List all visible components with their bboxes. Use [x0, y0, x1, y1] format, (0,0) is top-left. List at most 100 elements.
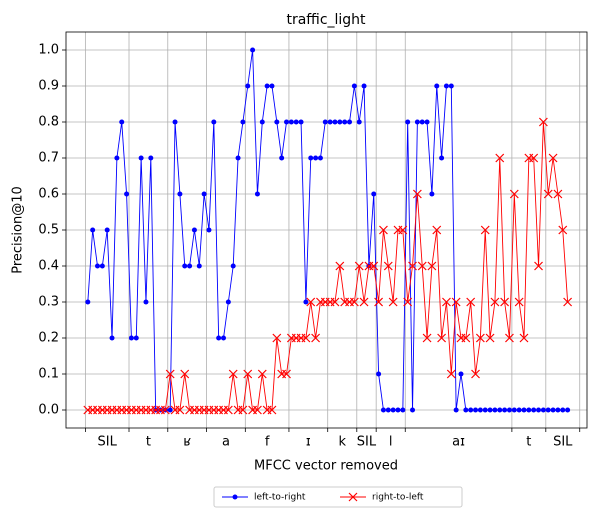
point: [303, 299, 309, 305]
point: [380, 407, 386, 413]
point: [109, 335, 115, 341]
point: [442, 297, 451, 307]
point: [414, 119, 420, 125]
point: [240, 119, 246, 125]
point: [327, 119, 333, 125]
point: [175, 405, 185, 415]
point: [182, 263, 188, 269]
point: [124, 191, 130, 197]
point: [349, 297, 359, 307]
y-tick-label: 0.6: [38, 187, 59, 202]
point: [505, 333, 514, 343]
point: [211, 119, 217, 125]
point: [128, 335, 134, 341]
point: [536, 407, 542, 413]
point: [322, 119, 328, 125]
plot-frame: [65, 31, 588, 429]
point: [422, 333, 432, 343]
chart-title: traffic_light: [286, 12, 366, 28]
point: [85, 299, 91, 305]
x-tick-label: t: [146, 435, 151, 450]
point: [482, 407, 488, 413]
point: [490, 297, 500, 307]
point: [232, 494, 238, 500]
point: [284, 119, 290, 125]
point: [437, 333, 447, 343]
point: [519, 333, 529, 343]
point: [565, 407, 571, 413]
point: [521, 407, 527, 413]
y-tick-label: 0.9: [38, 79, 59, 94]
point: [337, 119, 343, 125]
point: [448, 83, 454, 89]
point: [529, 153, 539, 163]
x-tick-label: k: [338, 435, 346, 450]
y-tick-label: 0.5: [38, 223, 59, 238]
x-axis-label: MFCC vector removed: [254, 459, 398, 474]
point: [160, 405, 170, 415]
legend-label: left-to-right: [254, 493, 306, 503]
point: [313, 155, 319, 161]
point: [259, 119, 265, 125]
point: [308, 155, 314, 161]
point: [408, 261, 417, 271]
point: [374, 297, 384, 307]
x-tick-label: ɪ: [306, 435, 311, 450]
point: [138, 155, 144, 161]
point: [221, 335, 227, 341]
point: [468, 407, 474, 413]
x-tick-label: SIL: [357, 435, 377, 450]
point: [177, 191, 183, 197]
point: [172, 119, 178, 125]
point: [243, 369, 253, 379]
legend: left-to-right right-to-left: [213, 486, 463, 508]
point: [282, 369, 291, 379]
y-tick-label: 0.8: [38, 115, 59, 130]
point: [516, 407, 522, 413]
point: [485, 333, 495, 343]
point: [461, 333, 471, 343]
x-tick-label: t: [526, 435, 531, 450]
point: [480, 225, 490, 235]
point: [548, 153, 558, 163]
point: [475, 333, 485, 343]
point: [543, 189, 553, 199]
point: [230, 263, 236, 269]
point: [359, 297, 369, 307]
x-tick-label: SIL: [98, 435, 118, 450]
point: [511, 407, 517, 413]
point: [348, 492, 358, 502]
point: [538, 117, 548, 127]
point: [342, 119, 348, 125]
point: [143, 299, 149, 305]
point: [432, 225, 442, 235]
y-tick-label: 0.1: [38, 367, 59, 382]
x-tick-label: a: [222, 435, 230, 450]
point: [196, 263, 202, 269]
point: [250, 47, 256, 53]
point: [531, 407, 537, 413]
point: [332, 119, 338, 125]
point: [257, 369, 267, 379]
point: [471, 369, 480, 379]
point: [119, 119, 125, 125]
point: [446, 369, 456, 379]
point: [500, 297, 510, 307]
point: [412, 189, 422, 199]
y-tick-label: 1.0: [38, 43, 59, 58]
point: [104, 227, 110, 233]
point: [167, 407, 173, 413]
point: [492, 407, 498, 413]
point: [347, 119, 353, 125]
point: [187, 263, 193, 269]
point: [99, 263, 105, 269]
point: [390, 407, 396, 413]
y-tick-label: 0.3: [38, 295, 59, 310]
point: [254, 191, 260, 197]
point: [279, 155, 285, 161]
point: [453, 407, 459, 413]
point: [526, 407, 532, 413]
point: [317, 155, 323, 161]
point: [555, 407, 561, 413]
point: [395, 407, 401, 413]
